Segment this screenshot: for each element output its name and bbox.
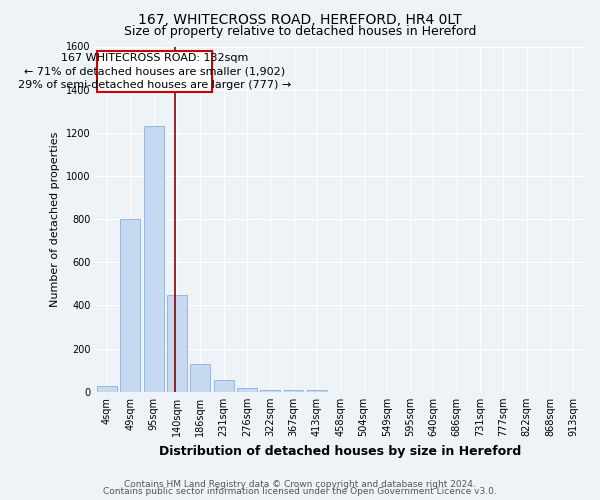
Bar [307,390,327,392]
Text: Contains public sector information licensed under the Open Government Licence v3: Contains public sector information licen… [103,487,497,496]
Bar [260,390,280,392]
Bar [284,390,304,392]
Bar [144,126,164,392]
Bar [167,294,187,392]
Bar [121,219,140,392]
Text: 167 WHITECROSS ROAD: 132sqm
← 71% of detached houses are smaller (1,902)
29% of : 167 WHITECROSS ROAD: 132sqm ← 71% of det… [18,53,291,90]
X-axis label: Distribution of detached houses by size in Hereford: Distribution of detached houses by size … [159,444,521,458]
Text: Size of property relative to detached houses in Hereford: Size of property relative to detached ho… [124,25,476,38]
Y-axis label: Number of detached properties: Number of detached properties [50,132,61,307]
Bar [214,380,233,392]
Bar [190,364,210,392]
Bar [97,386,117,392]
FancyBboxPatch shape [97,51,212,92]
Text: 167, WHITECROSS ROAD, HEREFORD, HR4 0LT: 167, WHITECROSS ROAD, HEREFORD, HR4 0LT [138,12,462,26]
Text: Contains HM Land Registry data © Crown copyright and database right 2024.: Contains HM Land Registry data © Crown c… [124,480,476,489]
Bar [237,388,257,392]
